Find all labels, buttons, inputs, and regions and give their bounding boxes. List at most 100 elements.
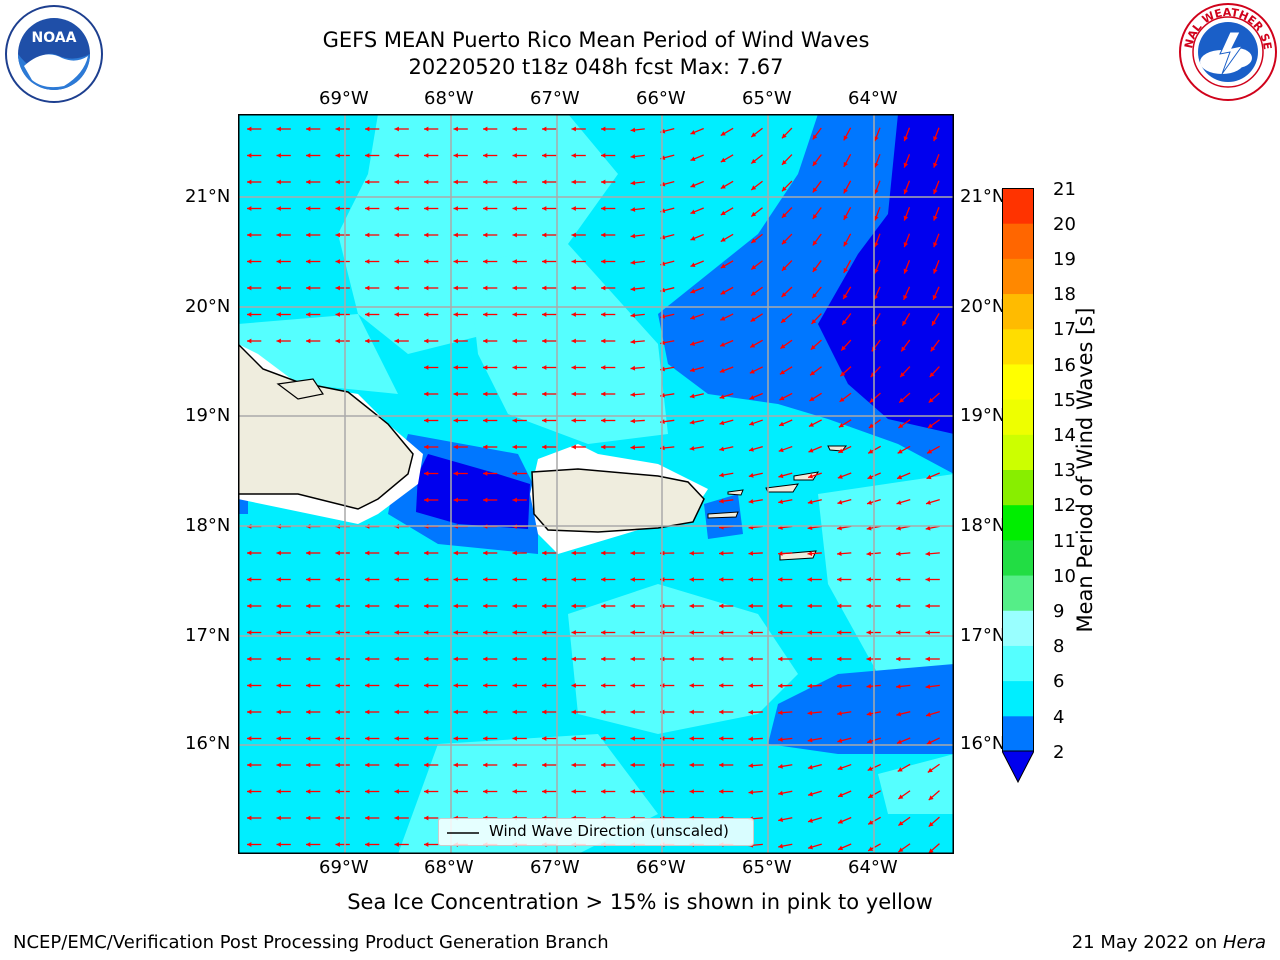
wind-arrow-head bbox=[247, 630, 252, 635]
wind-arrow-head bbox=[394, 842, 399, 847]
wind-arrow-head bbox=[748, 630, 753, 635]
wind-arrow-head bbox=[453, 365, 458, 370]
lat-label-right: 16°N bbox=[960, 733, 1006, 754]
wind-arrow-head bbox=[247, 603, 252, 609]
wind-arrow-head bbox=[306, 126, 311, 132]
wind-arrow-head bbox=[809, 396, 815, 401]
wind-arrow-head bbox=[779, 421, 785, 427]
wind-arrow-head bbox=[601, 391, 606, 397]
wind-arrow-head bbox=[453, 126, 458, 132]
wind-arrow-head bbox=[812, 267, 818, 272]
wind-arrow-head bbox=[542, 365, 547, 370]
wind-arrow-head bbox=[335, 762, 340, 768]
deep-region-mona bbox=[416, 454, 530, 529]
wind-arrow-head bbox=[841, 345, 846, 351]
wind-arrow-head bbox=[601, 312, 606, 317]
wind-arrow-head bbox=[808, 791, 813, 797]
wind-arrow-head bbox=[247, 550, 252, 556]
wind-arrow-head bbox=[365, 206, 370, 211]
wind-arrow-head bbox=[866, 551, 872, 557]
wind-arrow-head bbox=[424, 285, 429, 291]
wind-arrow-head bbox=[720, 210, 726, 216]
wind-arrow-head bbox=[630, 709, 635, 715]
wind-arrow-head bbox=[365, 656, 370, 662]
wind-arrow-head bbox=[925, 656, 930, 662]
wind-arrow-head bbox=[842, 319, 847, 325]
wind-arrow-head bbox=[335, 338, 340, 344]
wind-arrow-head bbox=[424, 232, 429, 238]
wind-arrow-head bbox=[896, 684, 901, 689]
wind-arrow-head bbox=[689, 683, 694, 688]
wind-arrow-head bbox=[808, 448, 814, 453]
wind-arrow-head bbox=[571, 418, 576, 423]
wind-arrow-head bbox=[689, 762, 694, 768]
wind-arrow-head bbox=[719, 420, 725, 426]
wind-arrow-head bbox=[719, 577, 724, 582]
wind-arrow-head bbox=[719, 709, 724, 715]
wind-arrow-head bbox=[931, 320, 937, 326]
wind-arrow-head bbox=[933, 136, 938, 142]
wind-arrow-head bbox=[335, 683, 340, 688]
wind-arrow-head bbox=[483, 709, 488, 715]
wind-arrow-head bbox=[781, 239, 787, 245]
lat-label-right: 21°N bbox=[960, 186, 1006, 207]
wind-arrow-head bbox=[571, 338, 576, 344]
wind-arrow-head bbox=[335, 815, 340, 821]
wind-arrow-head bbox=[720, 342, 726, 347]
wind-arrow-head bbox=[542, 550, 547, 556]
wind-arrow-head bbox=[874, 242, 879, 248]
wind-arrow-head bbox=[276, 259, 281, 264]
wind-arrow-head bbox=[874, 189, 879, 195]
wind-arrow-head bbox=[778, 447, 784, 453]
wind-arrow-head bbox=[925, 551, 931, 557]
wind-arrow-head bbox=[630, 418, 636, 424]
colorbar-svg bbox=[1001, 188, 1035, 784]
wind-arrow-head bbox=[483, 789, 488, 794]
wind-arrow-head bbox=[512, 312, 517, 317]
colorbar-tick: 21 bbox=[1053, 179, 1076, 200]
wind-arrow-head bbox=[394, 232, 399, 238]
wind-arrow-head bbox=[778, 630, 783, 635]
lat-label-left: 21°N bbox=[185, 186, 231, 207]
wind-arrow-head bbox=[542, 736, 547, 741]
wind-arrow-head bbox=[720, 157, 726, 163]
wind-arrow-head bbox=[453, 391, 458, 397]
wind-arrow-head bbox=[483, 365, 488, 370]
wind-arrow-head bbox=[866, 525, 872, 531]
wind-arrow-head bbox=[276, 285, 281, 291]
wind-arrow-head bbox=[247, 285, 252, 291]
wind-arrow-head bbox=[335, 842, 340, 847]
colorbar-segment bbox=[1002, 223, 1034, 259]
wind-arrow-head bbox=[247, 762, 252, 768]
wind-arrow-head bbox=[571, 285, 576, 291]
wind-arrow-head bbox=[837, 603, 842, 609]
wind-arrow-head bbox=[807, 603, 812, 609]
wind-arrow-head bbox=[453, 312, 458, 317]
lat-label-left: 16°N bbox=[185, 733, 231, 754]
wind-arrow-head bbox=[690, 288, 696, 294]
wind-arrow-head bbox=[896, 711, 902, 717]
wind-arrow-head bbox=[247, 736, 252, 741]
wind-arrow-head bbox=[778, 764, 783, 769]
wind-arrow-head bbox=[867, 738, 873, 744]
wind-arrow-head bbox=[874, 268, 879, 274]
wind-arrow-head bbox=[902, 320, 907, 326]
wind-arrow-head bbox=[394, 577, 399, 582]
wind-arrow-head bbox=[365, 683, 370, 688]
wind-arrow-head bbox=[424, 153, 429, 158]
wind-arrow-head bbox=[306, 206, 311, 211]
colorbar-tick: 14 bbox=[1053, 425, 1076, 446]
wind-arrow-head bbox=[719, 789, 724, 794]
wind-arrow-head bbox=[453, 153, 458, 158]
medium-region-southeast bbox=[768, 664, 954, 754]
wind-arrow-head bbox=[748, 763, 754, 769]
wind-arrow-head bbox=[571, 259, 576, 264]
wind-arrow-head bbox=[335, 179, 340, 185]
wind-arrow-head bbox=[483, 285, 488, 291]
wind-arrow-head bbox=[394, 603, 399, 609]
wind-arrow-head bbox=[247, 789, 252, 794]
wind-arrow-head bbox=[483, 179, 488, 185]
lat-label-right: 20°N bbox=[960, 296, 1006, 317]
wind-arrow-head bbox=[780, 318, 786, 323]
wind-arrow-head bbox=[903, 294, 908, 300]
